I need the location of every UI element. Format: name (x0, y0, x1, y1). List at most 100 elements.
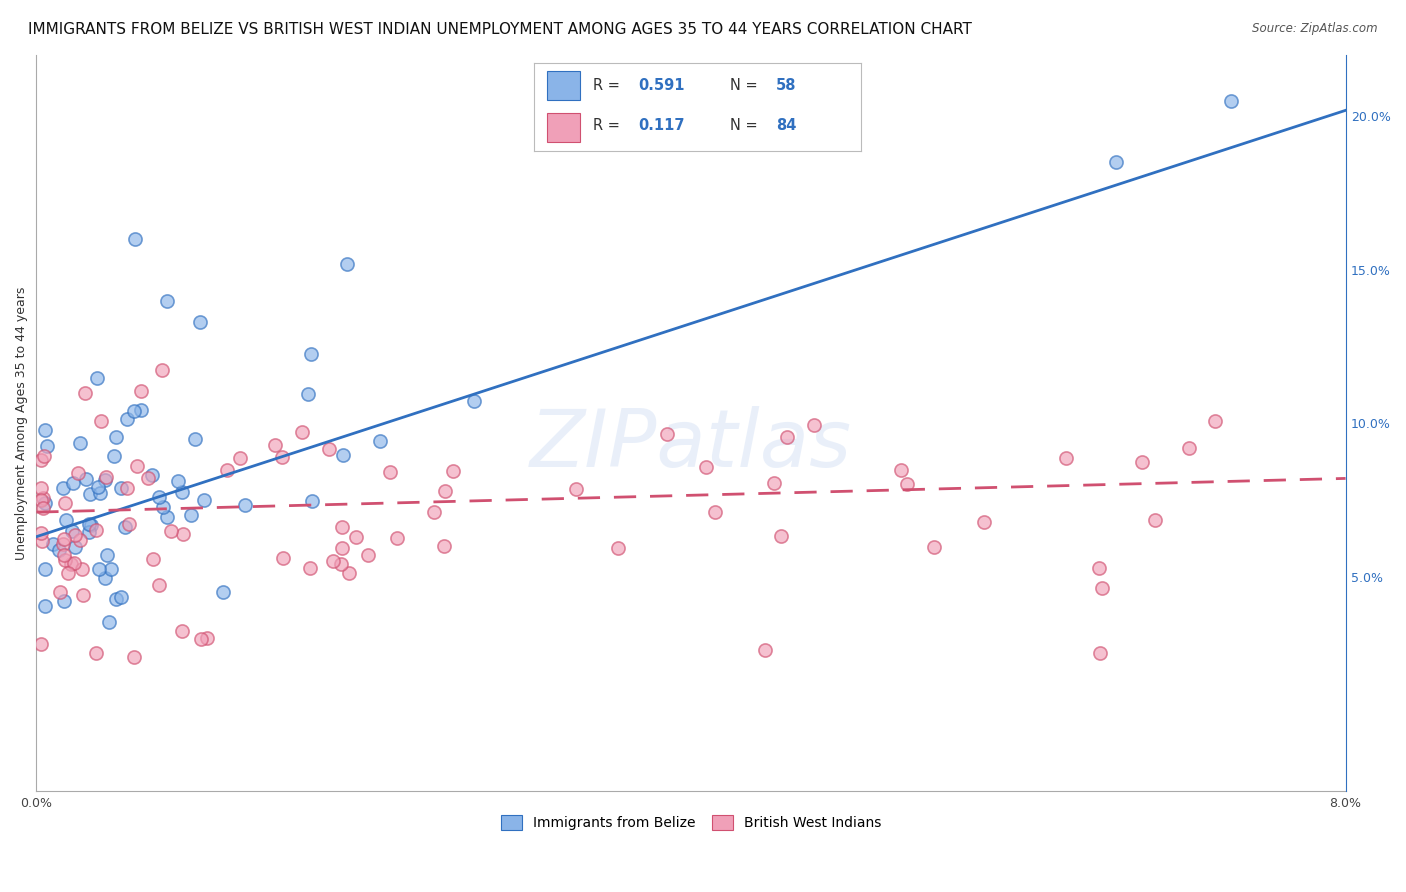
Point (297, 387, 319, 401)
Point (117, 411, 139, 425)
Point (122, 650, 145, 665)
Point (104, 430, 127, 444)
Point (346, 530, 368, 544)
Point (368, 434, 391, 449)
Point (37, 438, 59, 452)
Point (60, 524, 83, 538)
Point (67, 466, 90, 480)
Point (1220, 94, 1243, 108)
Point (142, 552, 165, 566)
Point (322, 554, 344, 568)
Point (270, 450, 292, 464)
Point (695, 460, 717, 475)
Point (770, 529, 793, 543)
Point (762, 476, 785, 491)
Point (122, 404, 145, 418)
Point (52, 481, 75, 495)
Point (565, 482, 588, 496)
Point (155, 509, 177, 524)
Point (188, 315, 211, 329)
Point (96, 469, 118, 483)
Point (156, 293, 179, 308)
Point (75, 472, 97, 486)
Point (152, 500, 174, 514)
Point (53, 496, 76, 510)
Point (291, 425, 314, 439)
Point (80, 517, 103, 532)
Text: IMMIGRANTS FROM BELIZE VS BRITISH WEST INDIAN UNEMPLOYMENT AMONG AGES 35 TO 44 Y: IMMIGRANTS FROM BELIZE VS BRITISH WEST I… (28, 22, 972, 37)
Point (228, 451, 250, 466)
Point (127, 459, 149, 474)
Point (172, 526, 194, 541)
Point (75, 385, 97, 400)
Point (1054, 451, 1077, 466)
Point (30, 526, 52, 541)
Point (32, 449, 55, 463)
Point (70, 561, 93, 575)
Point (110, 482, 132, 496)
Point (217, 463, 239, 477)
Point (148, 490, 170, 504)
Point (896, 476, 918, 491)
Point (89, 562, 111, 576)
Point (922, 540, 945, 554)
Point (775, 430, 797, 444)
Point (63, 527, 86, 541)
Point (1204, 414, 1226, 428)
Point (79, 516, 101, 531)
Point (49, 584, 72, 599)
Point (299, 347, 322, 361)
Point (52, 537, 75, 551)
Point (41, 537, 63, 551)
Point (330, 520, 353, 534)
Point (1088, 560, 1111, 574)
Point (52, 594, 75, 608)
Point (301, 494, 323, 508)
Point (433, 539, 456, 553)
Point (148, 577, 170, 591)
Point (69, 533, 91, 547)
Point (53, 549, 76, 563)
Point (803, 417, 825, 432)
Point (422, 505, 444, 519)
Point (48, 543, 70, 558)
Point (79, 486, 101, 500)
Point (141, 467, 163, 482)
Point (703, 505, 725, 519)
Point (434, 483, 457, 498)
Text: ZIPatlas: ZIPatlas (530, 406, 852, 484)
Point (97, 615, 120, 629)
Point (190, 632, 212, 646)
Point (89, 486, 111, 500)
Point (160, 524, 183, 539)
Legend: Immigrants from Belize, British West Indians: Immigrants from Belize, British West Ind… (495, 810, 887, 836)
Point (195, 631, 218, 645)
Point (330, 541, 353, 556)
Point (32, 491, 55, 505)
Point (1088, 646, 1111, 660)
Point (117, 481, 139, 495)
Point (124, 232, 146, 246)
Point (336, 257, 359, 271)
Point (62, 476, 84, 491)
Point (271, 550, 294, 565)
Point (1143, 513, 1166, 527)
Point (86, 523, 108, 537)
Point (114, 519, 136, 533)
Point (332, 448, 354, 462)
Point (87, 480, 110, 494)
Point (89, 414, 111, 428)
Point (167, 474, 190, 488)
Point (30, 492, 52, 507)
Point (84, 646, 107, 660)
Point (136, 471, 159, 485)
Point (1105, 155, 1128, 169)
Point (264, 438, 287, 452)
Y-axis label: Unemployment Among Ages 35 to 44 years: Unemployment Among Ages 35 to 44 years (15, 286, 28, 560)
Point (103, 450, 125, 464)
Point (94, 572, 117, 586)
Point (606, 541, 628, 556)
Point (385, 531, 408, 545)
Point (31, 534, 53, 549)
Point (356, 548, 378, 562)
